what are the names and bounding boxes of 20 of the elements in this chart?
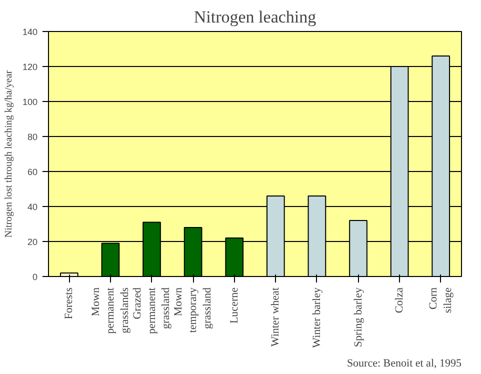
x-tick-label: Winter barley	[310, 287, 323, 348]
y-axis-title: Nitrogen lost through leaching kg/ha/year	[3, 70, 14, 238]
y-tick-label: 140	[22, 27, 38, 37]
x-tick-label: Spring barley	[352, 287, 364, 348]
y-tick-label: 100	[22, 97, 38, 107]
x-tick-label: Mown permanent grasslands	[90, 287, 131, 334]
y-tick-label: 120	[22, 62, 38, 72]
y-tick-label: 20	[27, 237, 38, 247]
x-tick-label: Grazed permanent grassland	[131, 287, 172, 334]
chart-title: Nitrogen leaching	[194, 8, 317, 26]
x-tick-label: Forests	[63, 288, 76, 320]
x-tick-label: Winter wheat	[270, 287, 282, 347]
y-tick-label: 80	[27, 132, 38, 142]
y-tick-label: 40	[27, 202, 38, 212]
y-tick-label: 60	[27, 167, 38, 177]
x-tick-label: Colza	[394, 287, 406, 314]
source-note: Source: Benoit et al, 1995	[346, 358, 462, 370]
x-tick-label: Lucerne	[228, 287, 240, 324]
x-tick-label: Corn silage	[428, 287, 454, 314]
y-tick-label: 0	[32, 272, 38, 282]
